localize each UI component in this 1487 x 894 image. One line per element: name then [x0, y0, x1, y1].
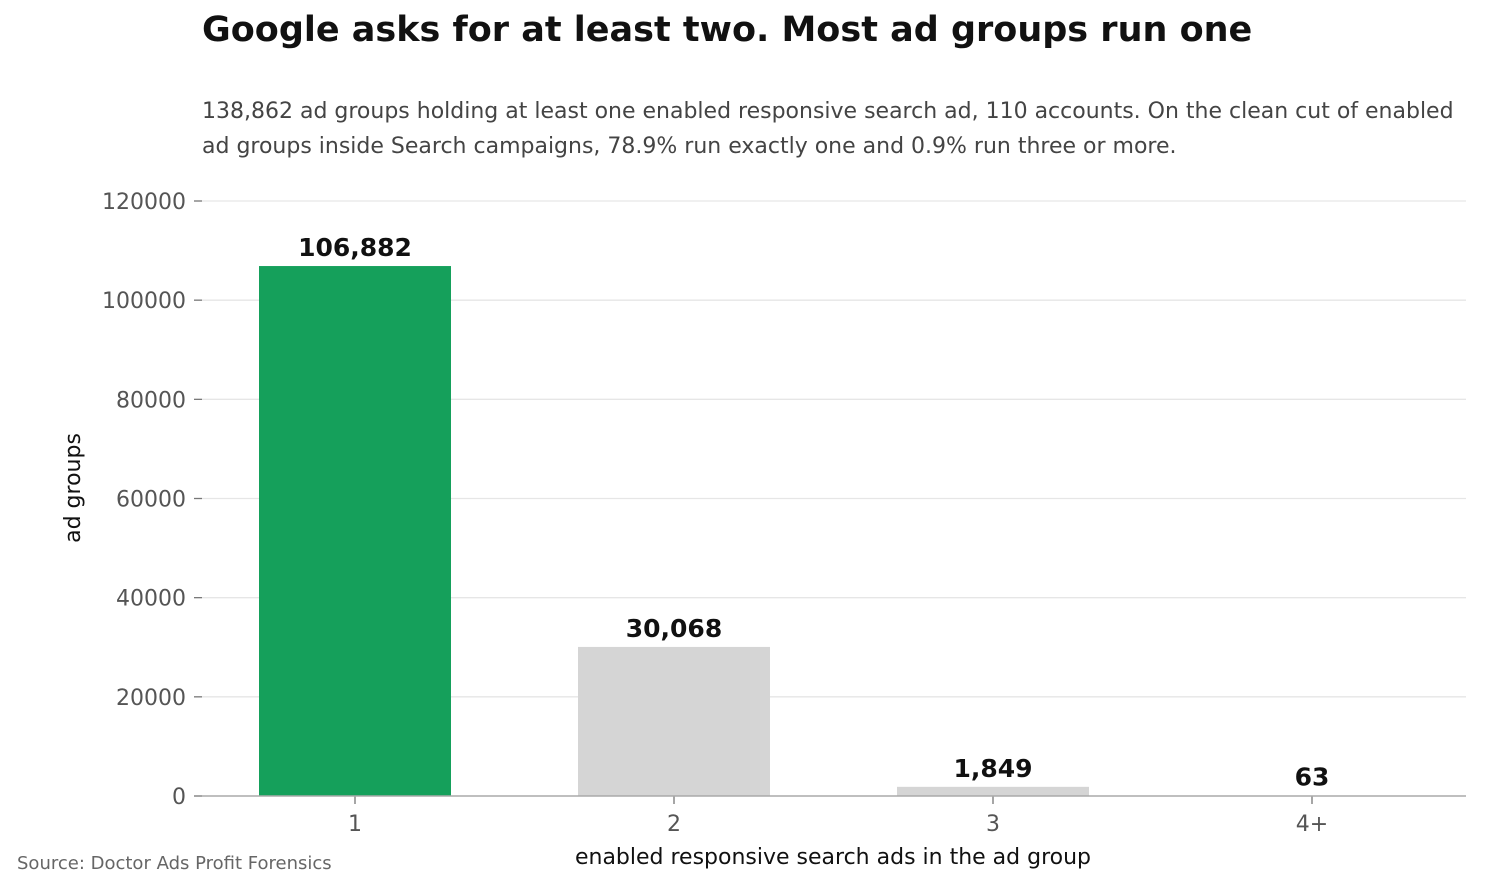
bar-3	[897, 786, 1089, 796]
x-tick-label: 3	[986, 812, 1000, 837]
chart-subtitle: 138,862 ad groups holding at least one e…	[202, 99, 1454, 159]
x-tick-label: 1	[348, 812, 362, 837]
x-tick-label: 2	[667, 812, 681, 837]
y-tick-label: 120000	[102, 190, 186, 215]
data-label: 30,068	[626, 614, 722, 643]
bars	[259, 266, 1408, 796]
y-tick-label: 0	[172, 785, 186, 810]
data-label: 1,849	[953, 754, 1032, 783]
y-axis-title: ad groups	[61, 433, 86, 543]
bar-2	[578, 646, 770, 796]
y-tick-label: 40000	[116, 587, 186, 612]
data-labels: 106,882 30,068 1,849 63	[298, 233, 1329, 792]
x-tick-label: 4+	[1296, 812, 1328, 837]
y-tick-label: 100000	[102, 289, 186, 314]
chart-title: Google asks for at least two. Most ad gr…	[202, 10, 1253, 50]
axes: 0 20000 40000 60000 80000 100000 120000 1 2 3 4+	[102, 190, 1466, 837]
bar-1	[259, 266, 451, 796]
data-label: 106,882	[298, 233, 412, 262]
y-tick-label: 80000	[116, 388, 186, 413]
y-tick-label: 60000	[116, 488, 186, 513]
source-note: Source: Doctor Ads Profit Forensics	[17, 853, 332, 874]
data-label: 63	[1295, 763, 1330, 792]
x-axis-title: enabled responsive search ads in the ad …	[575, 845, 1091, 870]
y-tick-label: 20000	[116, 686, 186, 711]
